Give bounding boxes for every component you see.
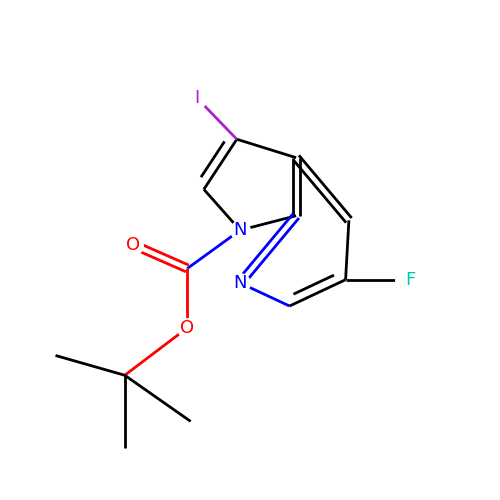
Text: O: O xyxy=(180,319,194,337)
Text: N: N xyxy=(234,274,247,292)
Text: I: I xyxy=(194,90,200,108)
Text: N: N xyxy=(234,221,247,239)
Text: O: O xyxy=(126,236,140,254)
Text: F: F xyxy=(405,270,415,288)
